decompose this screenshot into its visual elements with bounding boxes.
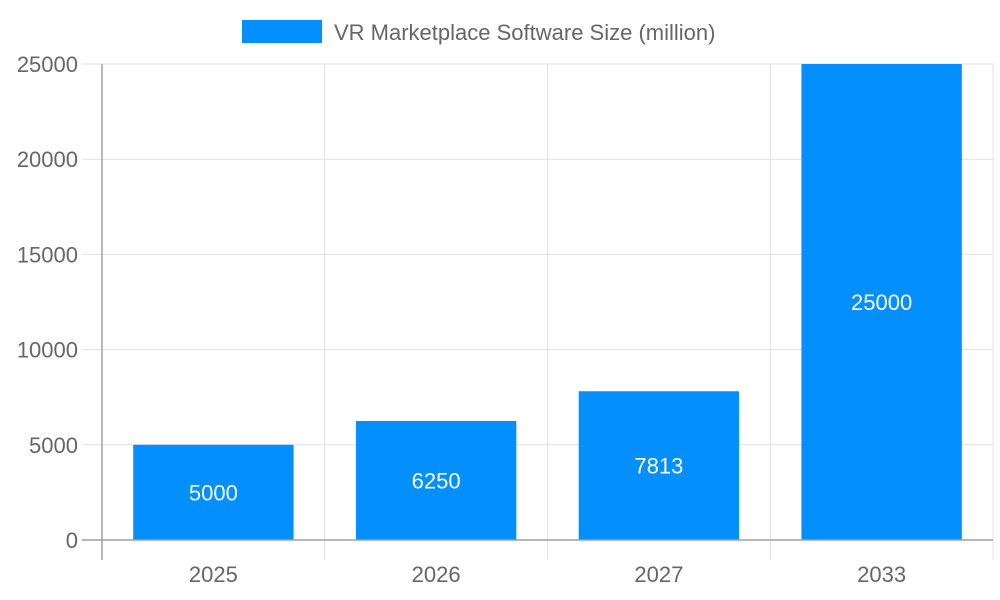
bar [578, 391, 740, 540]
bar [133, 444, 294, 540]
data-label: 25000 [851, 290, 912, 315]
data-label: 5000 [189, 480, 238, 505]
data-label: 6250 [412, 469, 461, 494]
data-label: 7813 [634, 454, 683, 479]
axes: 0 5000 10000 15000 20000 25000 2025 2026 2027 203… [17, 52, 993, 587]
y-tick-label: 10000 [17, 338, 78, 363]
y-tick-label: 15000 [17, 242, 78, 267]
bar [355, 421, 517, 540]
x-tick-label: 2026 [412, 562, 461, 587]
y-tick-label: 20000 [17, 147, 78, 172]
legend-swatch [242, 20, 322, 43]
x-tick-label: 2033 [857, 562, 906, 587]
x-tick-label: 2025 [189, 562, 238, 587]
x-tick-label: 2027 [634, 562, 683, 587]
legend-label: VR Marketplace Software Size (million) [334, 20, 715, 45]
bar [801, 64, 962, 540]
y-tick-label: 0 [66, 528, 78, 553]
bars: 5000 6250 7813 25000 [133, 64, 962, 540]
legend[interactable]: VR Marketplace Software Size (million) [242, 20, 715, 45]
y-tick-label: 25000 [17, 52, 78, 77]
y-tick-label: 5000 [29, 433, 78, 458]
